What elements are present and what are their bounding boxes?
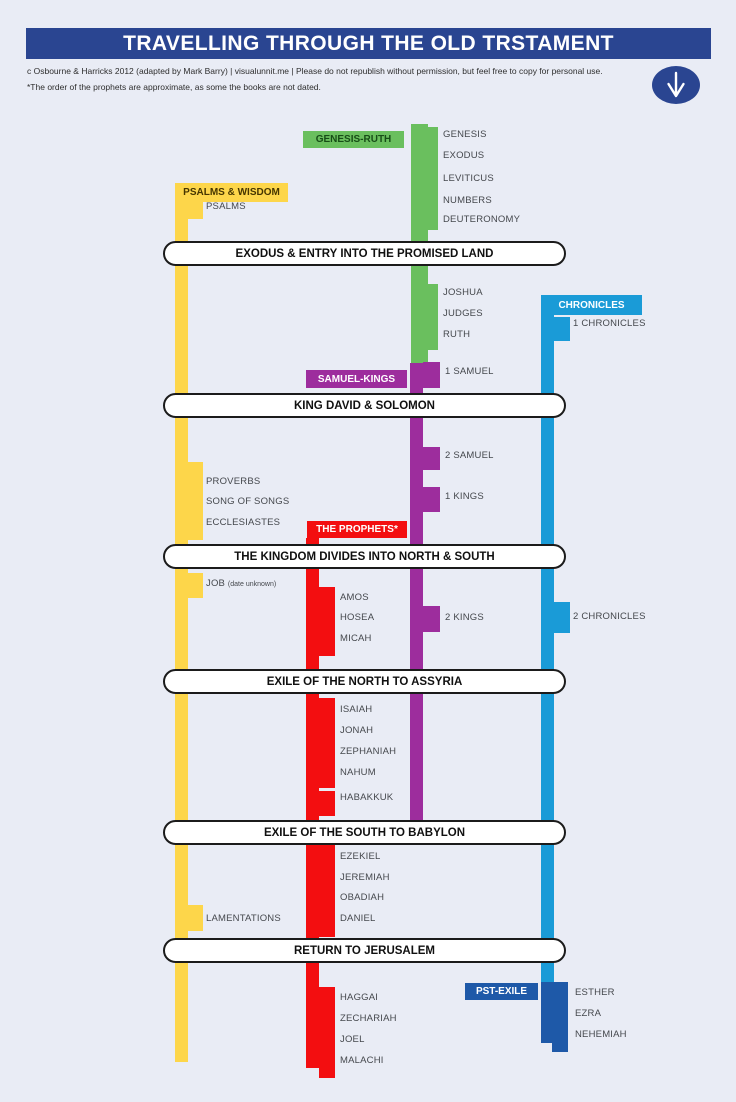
law-bar-nub-pentateuch — [428, 127, 438, 230]
attribution-line-1: c Osbourne & Harricks 2012 (adapted by M… — [27, 66, 603, 76]
book-label-micah: MICAH — [340, 633, 372, 644]
chronicles-bar-nub-1chronicles — [554, 317, 570, 341]
chronicles-bar-nub-2chronicles — [554, 602, 570, 633]
chronicles-group-label: CHRONICLES — [541, 295, 642, 315]
book-label-judges: JUDGES — [443, 308, 483, 319]
book-label-lamentations: LAMENTATIONS — [206, 913, 281, 924]
prophets-bar-nub-amos-micah — [319, 587, 335, 656]
book-label-numbers: NUMBERS — [443, 195, 492, 206]
book-label-song-of-songs: SONG OF SONGS — [206, 496, 290, 507]
book-label-joshua: JOSHUA — [443, 287, 483, 298]
event-banner-exile-south: EXILE OF THE SOUTH TO BABYLON — [163, 820, 566, 845]
book-label-2chronicles: 2 CHRONICLES — [573, 611, 646, 622]
book-label-leviticus: LEVITICUS — [443, 173, 494, 184]
prophets-group-label: THE PROPHETS* — [307, 521, 407, 538]
history-bar-nub-1kings — [423, 487, 440, 512]
book-label-proverbs: PROVERBS — [206, 476, 261, 487]
prophets-bar-nub-habakkuk — [319, 791, 335, 816]
job-date-note: (date unknown) — [227, 581, 277, 588]
book-label-zechariah: ZECHARIAH — [340, 1013, 397, 1024]
book-label-esther: ESTHER — [575, 987, 615, 998]
book-label-1samuel: 1 SAMUEL — [445, 366, 494, 377]
book-label-ezra: EZRA — [575, 1008, 602, 1019]
wisdom-bar-nub-psalms — [186, 199, 203, 219]
book-label-isaiah: ISAIAH — [340, 704, 373, 715]
prophets-bar-nub-ezekiel-daniel — [319, 845, 335, 937]
book-label-ecclesiastes: ECCLESIASTES — [206, 517, 281, 528]
wisdom-group-label: PSALMS & WISDOM — [175, 183, 288, 202]
prophets-timeline-bar — [306, 538, 319, 1068]
wisdom-bar-nub-proverbs-ecclesiastes — [186, 462, 203, 540]
book-label-malachi: MALACHI — [340, 1055, 384, 1066]
book-label-nahum: NAHUM — [340, 767, 376, 778]
wisdom-bar-nub-job — [186, 573, 203, 598]
book-label-job: JOB (date unknown) — [206, 578, 277, 589]
book-label-1chronicles: 1 CHRONICLES — [573, 318, 646, 329]
book-label-jonah: JONAH — [340, 725, 374, 736]
post-exile-timeline-bar — [541, 982, 568, 1043]
page-title: TRAVELLING THROUGH THE OLD TRSTAMENT — [26, 28, 711, 59]
book-label-haggai: HAGGAI — [340, 992, 379, 1003]
book-label-jeremiah: JEREMIAH — [340, 872, 390, 883]
book-label-ezekiel: EZEKIEL — [340, 851, 381, 862]
prophets-bar-nub-isaiah-nahum — [319, 698, 335, 788]
wisdom-bar-nub-lamentations — [186, 905, 203, 931]
book-label-zephaniah: ZEPHANIAH — [340, 746, 397, 757]
book-label-ruth: RUTH — [443, 329, 471, 340]
history-bar-nub-2kings — [423, 606, 440, 632]
wisdom-timeline-bar — [175, 200, 188, 1062]
chronicles-timeline-bar — [541, 315, 554, 982]
book-label-nehemiah: NEHEMIAH — [575, 1029, 627, 1040]
history-bar-nub-1samuel — [423, 362, 440, 388]
history-timeline-bar — [410, 363, 423, 822]
book-label-deuteronomy: DEUTERONOMY — [443, 214, 521, 225]
book-label-2samuel: 2 SAMUEL — [445, 450, 494, 461]
prophets-bar-nub-haggai-malachi — [319, 987, 335, 1078]
book-label-obadiah: OBADIAH — [340, 892, 385, 903]
down-arrow-icon — [651, 65, 701, 105]
book-label-hosea: HOSEA — [340, 612, 375, 623]
post-exile-group-label: PST-EXILE — [465, 983, 538, 1000]
book-label-psalms: PSALMS — [206, 201, 246, 212]
attribution-line-2: *The order of the prophets are approxima… — [27, 82, 321, 92]
history-group-label: SAMUEL-KINGS — [306, 370, 407, 388]
law-group-label: GENESIS-RUTH — [303, 131, 404, 148]
event-banner-exodus: EXODUS & ENTRY INTO THE PROMISED LAND — [163, 241, 566, 266]
event-banner-return: RETURN TO JERUSALEM — [163, 938, 566, 963]
book-label-1kings: 1 KINGS — [445, 491, 484, 502]
event-banner-david-solomon: KING DAVID & SOLOMON — [163, 393, 566, 418]
event-banner-exile-north: EXILE OF THE NORTH TO ASSYRIA — [163, 669, 566, 694]
law-bar-nub-joshua-ruth — [428, 284, 438, 350]
book-label-joel: JOEL — [340, 1034, 365, 1045]
book-label-exodus: EXODUS — [443, 150, 485, 161]
book-label-2kings: 2 KINGS — [445, 612, 484, 623]
book-label-daniel: DANIEL — [340, 913, 376, 924]
book-label-amos: AMOS — [340, 592, 369, 603]
book-label-habakkuk: HABAKKUK — [340, 792, 394, 803]
book-label-genesis: GENESIS — [443, 129, 487, 140]
post-exile-bar-tail — [552, 1043, 568, 1052]
history-bar-nub-2samuel — [423, 447, 440, 470]
event-banner-kingdom-divides: THE KINGDOM DIVIDES INTO NORTH & SOUTH — [163, 544, 566, 569]
